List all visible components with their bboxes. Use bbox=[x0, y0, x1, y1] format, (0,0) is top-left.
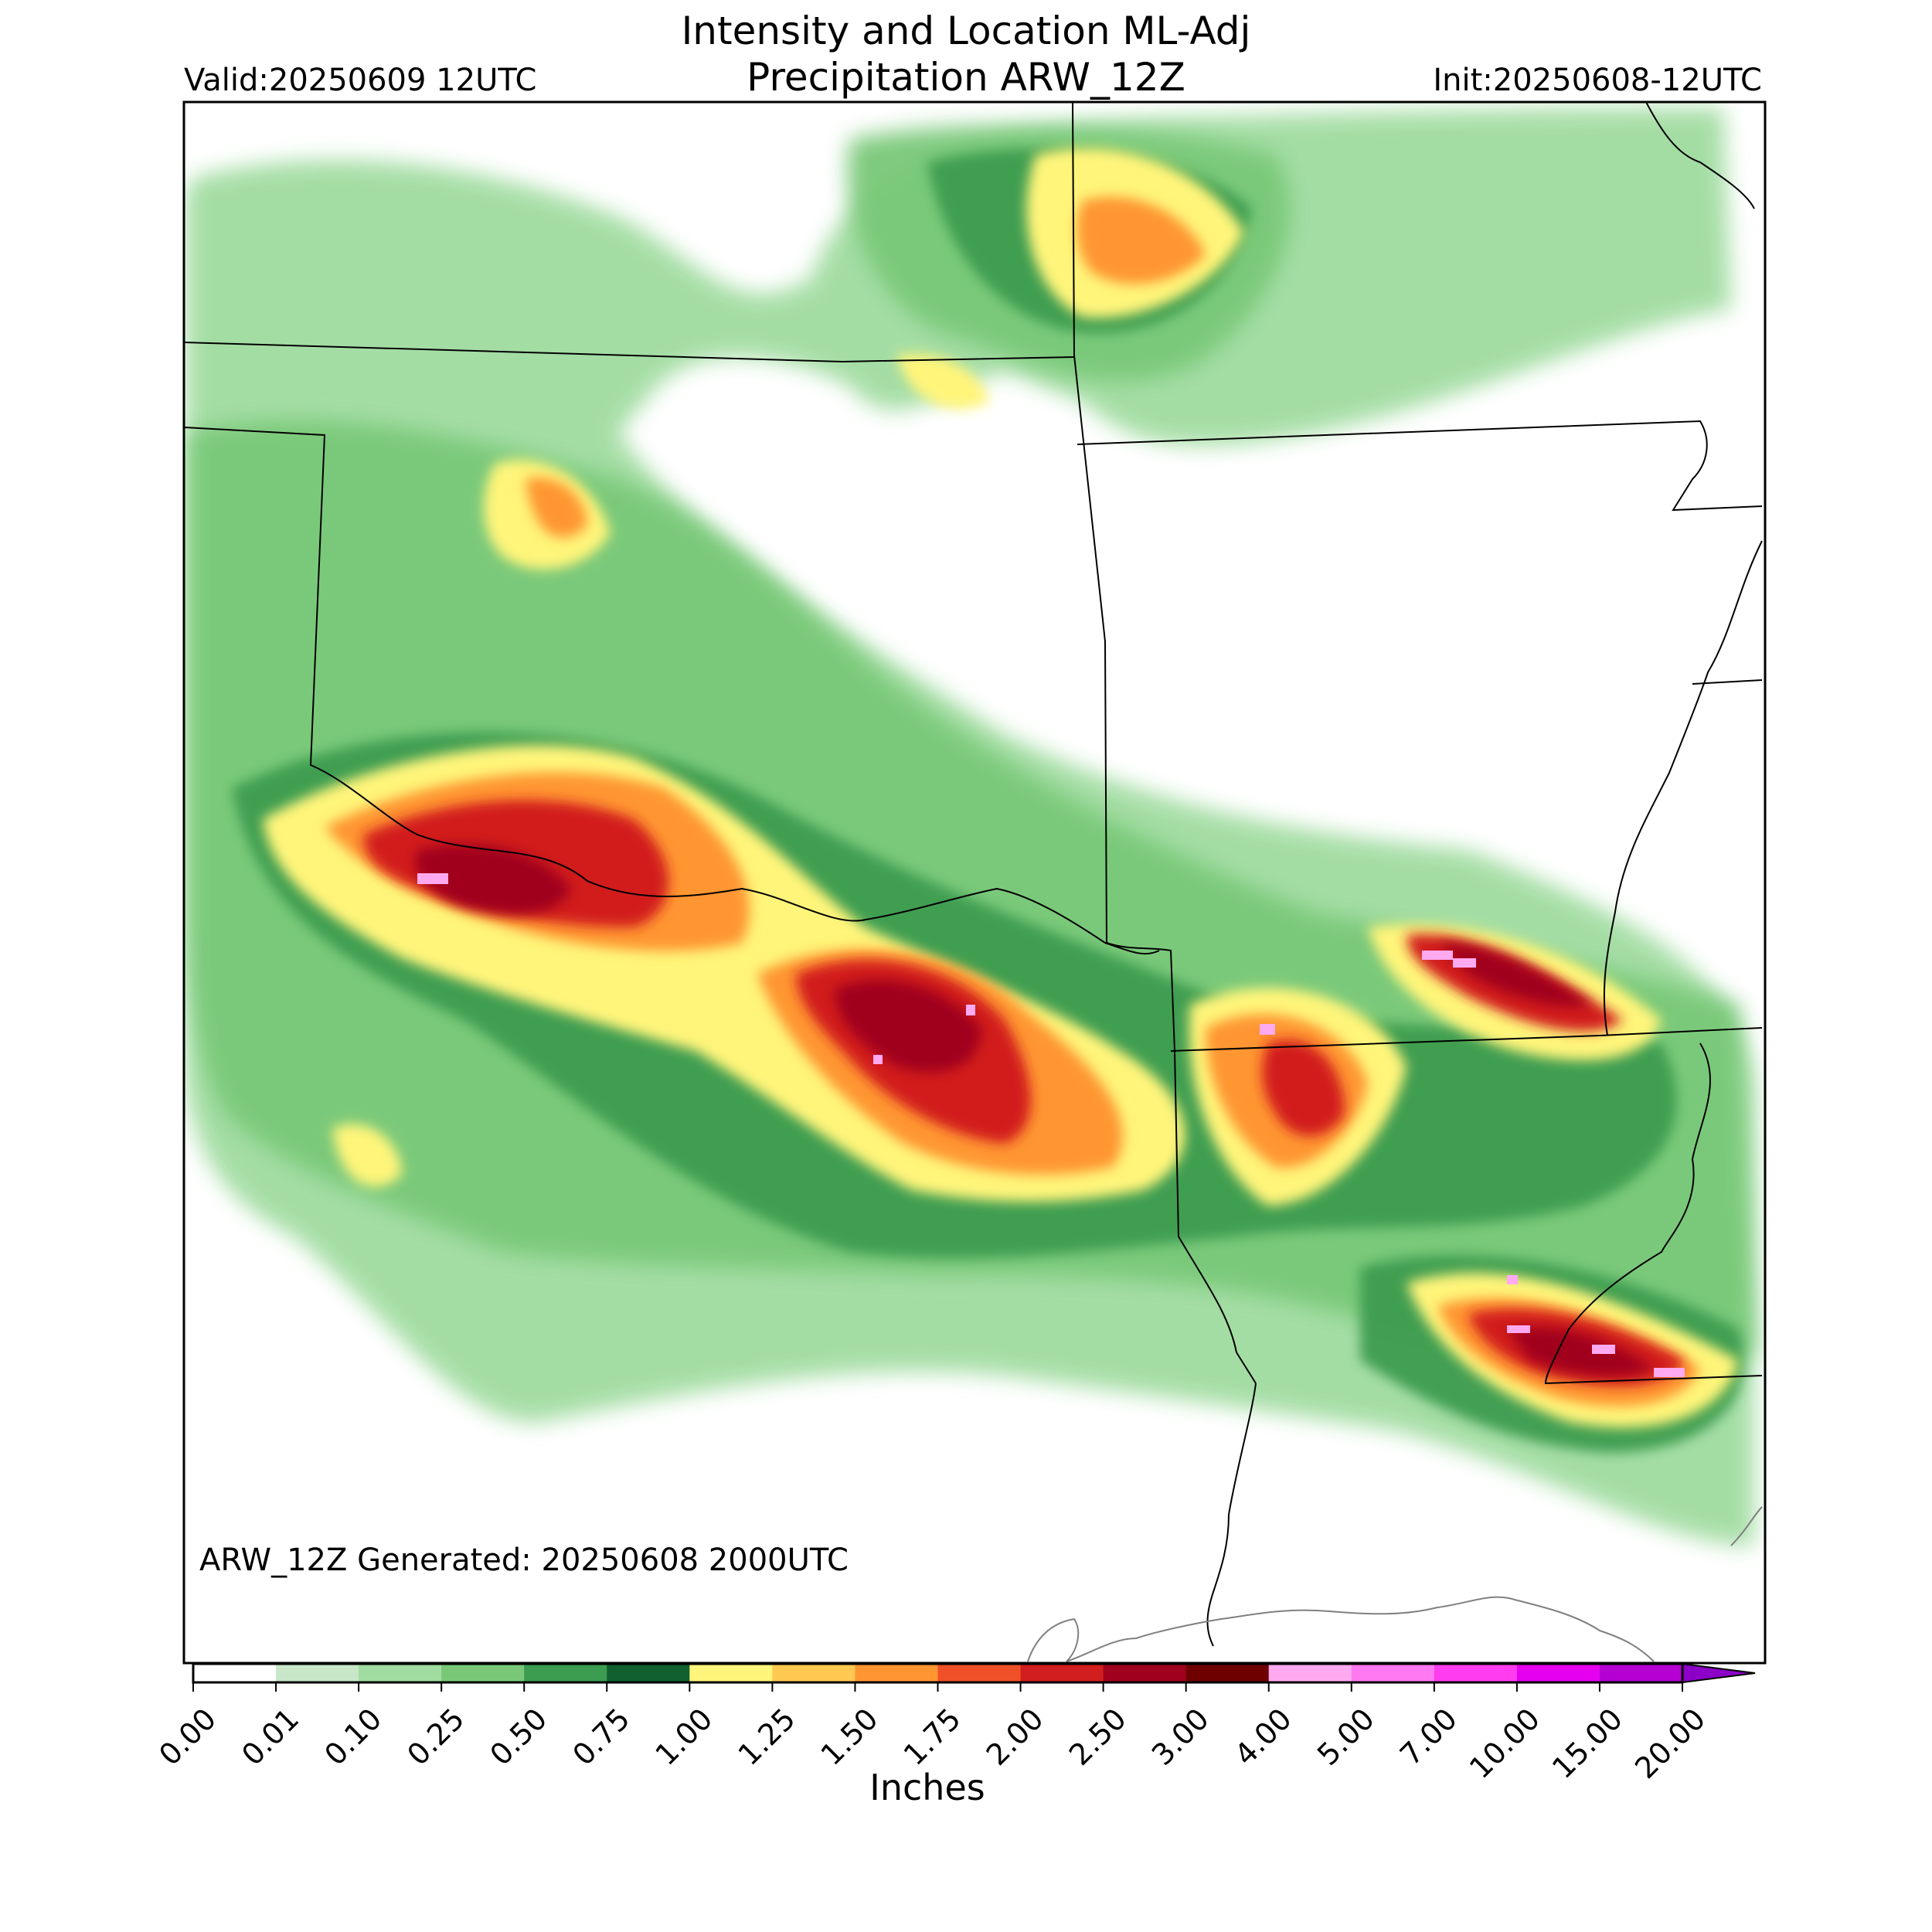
precip-field bbox=[185, 108, 1754, 1546]
map-title-line2: Precipitation ARW_12Z bbox=[747, 55, 1185, 100]
init-time-label: Init:20250608-12UTC bbox=[1433, 63, 1762, 98]
generated-timestamp: ARW_12Z Generated: 20250608 2000UTC bbox=[199, 1543, 849, 1578]
state-borders bbox=[183, 101, 1763, 1647]
colorbar-label: Inches bbox=[869, 1767, 985, 1808]
coastline bbox=[1027, 1506, 1763, 1662]
map-title-line1: Intensity and Location ML-Adj bbox=[681, 9, 1251, 53]
valid-time-label: Valid:20250609 12UTC bbox=[184, 63, 537, 98]
precip-4in bbox=[417, 873, 1685, 1377]
